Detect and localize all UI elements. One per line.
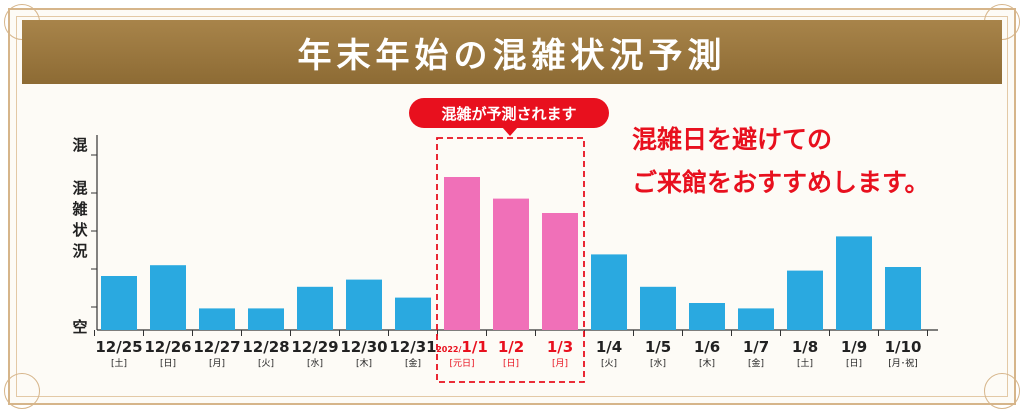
x-tick-label: 12/30 bbox=[340, 338, 387, 356]
inner-frame bbox=[16, 16, 1008, 397]
bar-1-3 bbox=[542, 213, 578, 330]
x-weekday-label: [元日] bbox=[449, 358, 474, 369]
y-top-label: 混 bbox=[72, 136, 87, 154]
chart-title: 年末年始の混雑状況予測 bbox=[297, 35, 727, 76]
bar-12-25 bbox=[101, 276, 137, 330]
x-tick-label: 2022/1/1 bbox=[436, 338, 488, 356]
x-tick-label: 1/7 bbox=[743, 338, 769, 356]
bar-1-4 bbox=[591, 254, 627, 330]
bar-12-30 bbox=[346, 279, 382, 330]
x-weekday-label: [日] bbox=[160, 358, 176, 369]
x-tick-label: 1/4 bbox=[596, 338, 622, 356]
x-weekday-label: [日] bbox=[846, 358, 862, 369]
x-weekday-label: [木] bbox=[699, 357, 715, 369]
title-banner: 年末年始の混雑状況予測 bbox=[22, 20, 1002, 84]
x-weekday-label: [月] bbox=[209, 358, 225, 369]
x-tick-label: 12/31 bbox=[389, 338, 436, 356]
x-tick-label: 1/5 bbox=[645, 338, 671, 356]
bar-1-6 bbox=[689, 303, 725, 330]
x-weekday-label: [金] bbox=[748, 357, 764, 369]
congestion-callout: 混雑が予測されます bbox=[409, 98, 609, 128]
corner-ornament-bottom-left bbox=[4, 373, 40, 409]
x-tick-label: 1/2 bbox=[498, 338, 524, 356]
x-weekday-label: [日] bbox=[503, 358, 519, 369]
x-tick-label: 1/8 bbox=[792, 338, 818, 356]
x-weekday-label: [土] bbox=[797, 357, 813, 369]
x-weekday-label: [土] bbox=[111, 357, 127, 369]
x-tick-label: 12/29 bbox=[291, 338, 338, 356]
x-tick-label: 1/10 bbox=[885, 338, 922, 356]
bar-12-27 bbox=[199, 308, 235, 330]
bar-12-26 bbox=[150, 265, 186, 330]
x-weekday-label: [水] bbox=[650, 357, 666, 369]
peak-highlight-box bbox=[436, 137, 585, 383]
x-weekday-label: [月･祝] bbox=[888, 357, 918, 369]
corner-ornament-bottom-right bbox=[984, 373, 1020, 409]
callout-pointer bbox=[502, 127, 518, 136]
bar-12-31 bbox=[395, 297, 431, 330]
advice-note: 混雑日を避けての ご来館をおすすめします。 bbox=[632, 118, 1002, 204]
x-weekday-label: [火] bbox=[601, 358, 617, 369]
bar-1-5 bbox=[640, 286, 676, 330]
bar-1-8 bbox=[787, 270, 823, 330]
x-tick-label: 1/3 bbox=[547, 338, 573, 356]
x-tick-label: 1/6 bbox=[694, 338, 720, 356]
x-weekday-label: [木] bbox=[356, 357, 372, 369]
x-tick-label: 12/27 bbox=[193, 338, 240, 356]
x-weekday-label: [金] bbox=[405, 357, 421, 369]
bar-1-1 bbox=[444, 177, 480, 330]
advice-line-1: 混雑日を避けての bbox=[632, 125, 833, 154]
y-axis-label: 混雑状況 bbox=[71, 179, 88, 260]
bar-1-2 bbox=[493, 198, 529, 330]
y-bottom-label: 空 bbox=[72, 318, 87, 336]
bar-12-28 bbox=[248, 308, 284, 330]
advice-line-2: ご来館をおすすめします。 bbox=[632, 168, 930, 197]
x-weekday-label: [水] bbox=[307, 357, 323, 369]
bar-1-10 bbox=[885, 267, 921, 330]
x-tick-label: 1/9 bbox=[841, 338, 867, 356]
x-tick-label: 12/28 bbox=[242, 338, 289, 356]
bar-1-9 bbox=[836, 236, 872, 330]
x-tick-label: 12/26 bbox=[144, 338, 191, 356]
x-weekday-label: [火] bbox=[258, 358, 274, 369]
bar-1-7 bbox=[738, 308, 774, 330]
x-tick-label: 12/25 bbox=[95, 338, 142, 356]
bar-12-29 bbox=[297, 286, 333, 330]
x-weekday-label: [月] bbox=[552, 358, 568, 369]
